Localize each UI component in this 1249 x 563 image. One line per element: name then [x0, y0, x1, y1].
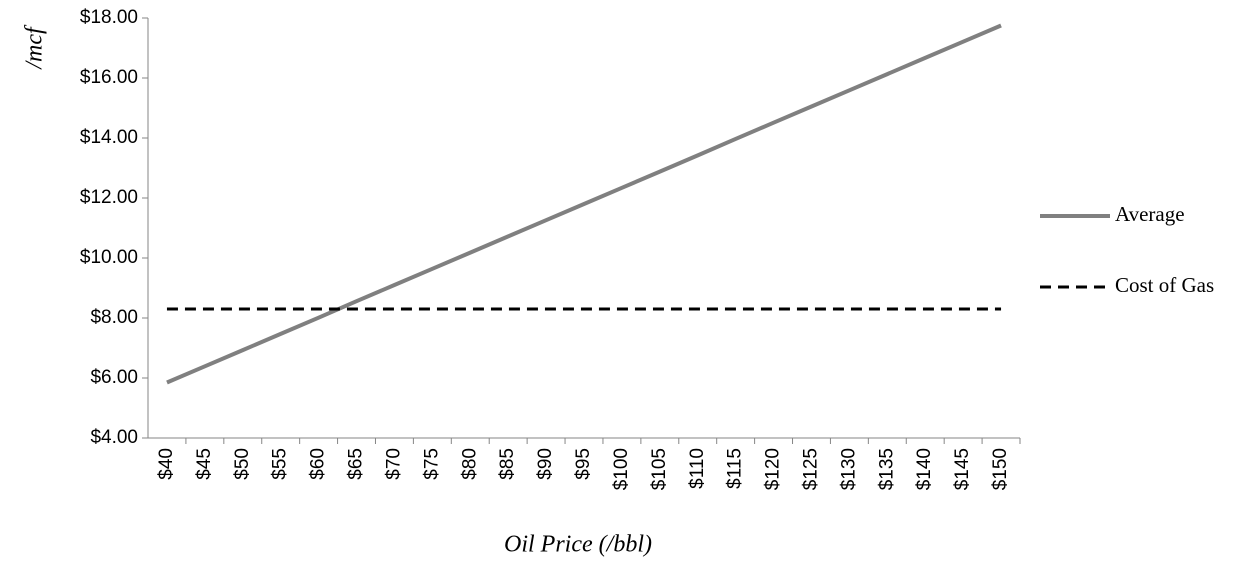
x-tick-label: $125 [800, 448, 821, 490]
x-tick-label: $110 [687, 448, 708, 489]
x-tick-label: $50 [232, 448, 253, 480]
x-tick-label: $145 [952, 448, 973, 490]
legend-label: Cost of Gas [1115, 273, 1214, 297]
x-tick-label: $70 [383, 448, 404, 480]
x-tick-label: $95 [573, 448, 594, 480]
x-tick-label: $65 [346, 448, 367, 480]
x-tick-label: $130 [838, 448, 859, 490]
y-tick-label: $8.00 [90, 307, 138, 328]
x-tick-label: $55 [270, 448, 291, 480]
x-axis-title: Oil Price (/bbl) [504, 532, 652, 558]
y-tick-label: $12.00 [80, 187, 138, 208]
x-tick-label: $115 [725, 448, 746, 489]
x-tick-label: $60 [308, 448, 329, 480]
x-tick-label: $90 [535, 448, 556, 480]
y-tick-label: $10.00 [80, 247, 138, 268]
legend-label: Average [1115, 202, 1185, 226]
y-tick-label: $16.00 [80, 67, 138, 88]
x-tick-label: $45 [194, 448, 215, 480]
x-tick-label: $100 [611, 448, 632, 490]
x-tick-label: $140 [914, 448, 935, 490]
x-tick-label: $135 [876, 448, 897, 490]
x-tick-label: $150 [990, 448, 1011, 490]
y-tick-label: $6.00 [90, 367, 138, 388]
x-tick-label: $80 [459, 448, 480, 480]
series-line [166, 23, 1002, 385]
x-tick-label: $40 [156, 448, 177, 480]
x-tick-label: $75 [421, 448, 442, 480]
y-axis-title: /mcf [22, 24, 48, 71]
y-tick-label: $14.00 [80, 127, 138, 148]
y-tick-label: $4.00 [90, 427, 138, 448]
y-tick-label: $18.00 [80, 7, 138, 28]
x-tick-label: $85 [497, 448, 518, 480]
x-tick-label: $120 [763, 448, 784, 490]
x-tick-label: $105 [649, 448, 670, 490]
